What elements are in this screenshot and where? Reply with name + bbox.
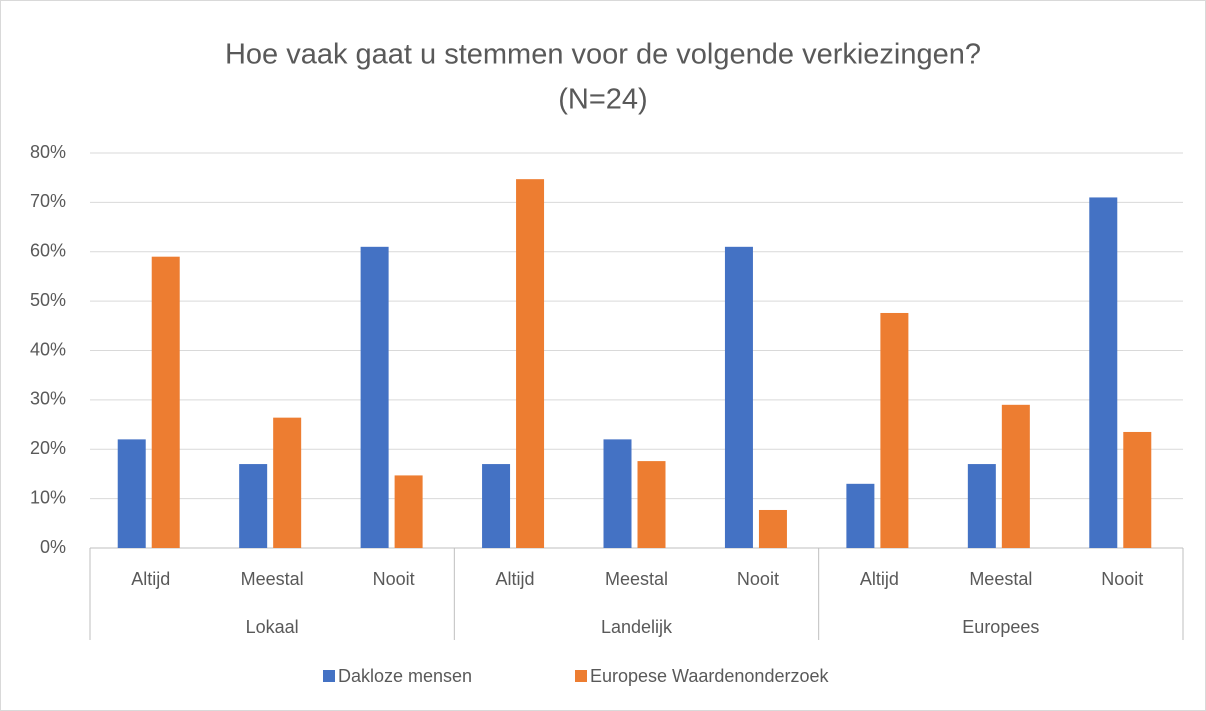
legend-label: Europese Waardenonderzoek — [590, 666, 829, 686]
bar — [360, 246, 389, 548]
chart-title: (N=24) — [558, 84, 647, 116]
group-label: Landelijk — [601, 617, 673, 637]
y-tick-label: 10% — [30, 487, 66, 507]
bar — [151, 256, 180, 548]
y-tick-label: 60% — [30, 241, 66, 261]
group-label: Europees — [962, 617, 1039, 637]
bar — [117, 439, 146, 548]
bar — [516, 179, 545, 548]
x-tick-label: Meestal — [969, 569, 1032, 589]
bar — [637, 461, 666, 548]
y-tick-label: 50% — [30, 290, 66, 310]
bar — [1001, 404, 1030, 548]
y-tick-label: 40% — [30, 339, 66, 359]
y-tick-label: 0% — [40, 537, 66, 557]
bar — [758, 509, 787, 548]
bar — [482, 464, 511, 548]
y-tick-label: 70% — [30, 191, 66, 211]
y-tick-label: 20% — [30, 438, 66, 458]
bar — [880, 312, 909, 548]
x-tick-label: Nooit — [373, 569, 415, 589]
bar — [603, 439, 632, 548]
legend-swatch — [575, 670, 587, 682]
bar — [846, 483, 875, 548]
x-tick-label: Nooit — [1101, 569, 1143, 589]
bar — [394, 475, 423, 548]
bar — [273, 417, 302, 548]
bar — [1123, 431, 1152, 548]
legend-swatch — [323, 670, 335, 682]
chart-title: Hoe vaak gaat u stemmen voor de volgende… — [225, 39, 981, 71]
bar — [967, 464, 996, 548]
x-tick-label: Altijd — [496, 569, 535, 589]
x-tick-label: Nooit — [737, 569, 779, 589]
bar — [239, 464, 268, 548]
y-tick-label: 80% — [30, 142, 66, 162]
x-tick-label: Meestal — [605, 569, 668, 589]
x-tick-label: Meestal — [241, 569, 304, 589]
legend-label: Dakloze mensen — [338, 666, 472, 686]
bar — [724, 246, 753, 548]
x-tick-label: Altijd — [860, 569, 899, 589]
x-tick-label: Altijd — [131, 569, 170, 589]
group-label: Lokaal — [246, 617, 299, 637]
bar — [1089, 197, 1118, 548]
y-tick-label: 30% — [30, 389, 66, 409]
